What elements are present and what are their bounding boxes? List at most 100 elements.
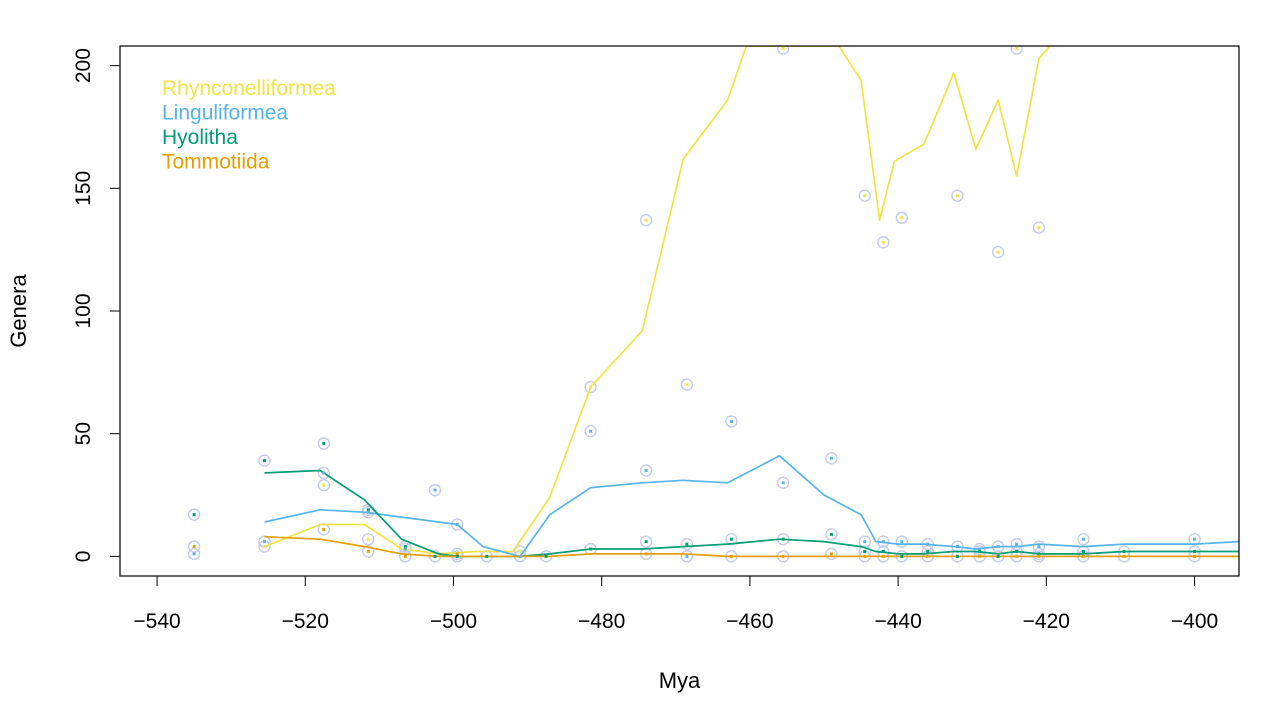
- observation-dot-hyolitha-83: [1193, 549, 1197, 553]
- x-axis: −540 −520 −500 −480 −460 −440 −420 −400: [133, 575, 1218, 633]
- observation-circle-39: [777, 46, 790, 55]
- plot-frame: [119, 45, 1240, 577]
- observation-dot-hyolitha-6: [322, 442, 326, 445]
- observation-dot-tommotiida-72: [1015, 554, 1019, 558]
- x-tick-label: −460: [726, 610, 773, 633]
- observation-dot-hyolitha-21: [455, 554, 459, 558]
- observation-dot-linguliformea-47: [863, 540, 867, 544]
- observation-circle-31: [639, 535, 653, 548]
- observation-dot-tommotiida-38: [729, 554, 733, 558]
- observation-dot-hyolitha-58: [926, 549, 930, 553]
- y-tick-label: 100: [72, 293, 95, 328]
- observation-dot-linguliformea-11: [366, 510, 370, 514]
- observation-circle-50: [877, 236, 890, 249]
- observation-dot-linguliformea-67: [996, 545, 1000, 549]
- x-axis-title: Mya: [659, 668, 701, 693]
- observation-dot-rhynconelliformea-8: [322, 483, 326, 487]
- observation-dot-hyolitha-44: [829, 532, 833, 536]
- observation-dot-linguliformea-63: [978, 547, 982, 551]
- x-tick-label: −440: [874, 610, 921, 633]
- observation-circle-27: [584, 425, 597, 438]
- observation-dot-hyolitha-75: [1037, 552, 1041, 556]
- observation-dot-rhynconelliformea-12: [366, 537, 370, 541]
- observation-dot-tommotiida-9: [322, 527, 326, 531]
- observation-dot-tommotiida-20: [455, 552, 459, 556]
- observation-dot-hyolitha-64: [978, 549, 982, 553]
- observation-dot-linguliformea-36: [729, 419, 733, 423]
- observation-dot-hyolitha-71: [1015, 549, 1019, 553]
- observation-dot-linguliformea-15: [403, 547, 407, 551]
- observation-circle-37: [725, 532, 738, 546]
- observation-dot-linguliformea-19: [455, 522, 459, 526]
- y-tick-label: 200: [72, 48, 95, 83]
- legend-label-hyolitha: Hyolitha: [162, 126, 238, 149]
- observation-circle-7: [317, 466, 330, 480]
- observation-dot-hyolitha-0: [192, 513, 196, 517]
- x-tick-label: −520: [282, 610, 329, 633]
- observation-dot-tommotiida-1: [192, 545, 196, 549]
- observation-circle-74: [1032, 540, 1046, 553]
- observation-circle-30: [639, 464, 653, 477]
- observation-circle-13: [362, 545, 375, 558]
- observation-dot-linguliformea-27: [589, 429, 593, 433]
- observation-dot-rhynconelliformea-46: [863, 194, 867, 198]
- observation-dot-tommotiida-84: [1193, 554, 1197, 558]
- observation-dot-linguliformea-77: [1081, 537, 1085, 541]
- observation-dot-tommotiida-45: [829, 552, 833, 556]
- observation-dot-rhynconelliformea-39: [781, 46, 785, 50]
- observation-circle-69: [1010, 46, 1023, 55]
- observation-dot-rhynconelliformea-5: [263, 545, 267, 549]
- observation-circle-44: [825, 528, 838, 541]
- x-tick-label: −400: [1171, 610, 1218, 633]
- observation-dot-hyolitha-14: [403, 545, 407, 549]
- observation-dot-linguliformea-7: [322, 471, 326, 475]
- observation-circle-3: [258, 454, 271, 467]
- legend-label-rhynconelliformea: Rhynconelliformea: [162, 77, 336, 100]
- observation-dot-tommotiida-81: [1122, 554, 1126, 558]
- y-tick-label: 50: [72, 422, 95, 445]
- observation-dot-tommotiida-49: [863, 554, 867, 558]
- observation-circle-17: [428, 483, 442, 497]
- observation-dot-tommotiida-16: [403, 554, 407, 558]
- observation-dot-tommotiida-13: [366, 549, 370, 553]
- observation-dot-hyolitha-3: [263, 459, 267, 463]
- observation-dot-rhynconelliformea-33: [685, 383, 689, 387]
- y-tick-label: 0: [72, 551, 95, 563]
- observation-dot-rhynconelliformea-60: [955, 194, 959, 198]
- observation-dot-linguliformea-35: [685, 554, 689, 558]
- observation-circle-35: [680, 550, 694, 563]
- observation-dot-linguliformea-51: [881, 540, 885, 544]
- observation-dot-rhynconelliformea-54: [900, 216, 904, 220]
- observation-circle-29: [639, 214, 653, 227]
- observation-circle-26: [584, 380, 597, 394]
- x-tick-label: −420: [1023, 610, 1070, 633]
- observation-circle-8: [317, 479, 330, 492]
- observation-circle-46: [858, 189, 871, 202]
- observation-dot-linguliformea-24: [518, 554, 522, 558]
- observation-dot-hyolitha-31: [644, 540, 648, 544]
- observation-circle-2: [187, 547, 201, 561]
- legend-label-tommotiida: Tommotiida: [162, 151, 270, 174]
- observation-dot-hyolitha-80: [1122, 549, 1126, 553]
- observation-circle-36: [725, 415, 738, 428]
- observation-dot-hyolitha-48: [863, 549, 867, 553]
- observation-dot-hyolitha-25: [544, 554, 548, 558]
- observation-circle-40: [777, 476, 790, 489]
- observation-dot-hyolitha-22: [485, 554, 489, 558]
- observation-dot-hyolitha-37: [729, 537, 733, 541]
- series-line-hyolitha: [264, 469, 1239, 558]
- observation-dot-tommotiida-53: [881, 554, 885, 558]
- x-tick-label: −500: [430, 610, 477, 633]
- observation-dot-rhynconelliformea-73: [1037, 226, 1041, 230]
- observation-dot-rhynconelliformea-50: [881, 240, 885, 244]
- observation-circle-12: [362, 532, 375, 546]
- observation-dot-linguliformea-40: [781, 481, 785, 485]
- observation-dot-hyolitha-52: [881, 549, 885, 553]
- observation-dot-hyolitha-62: [955, 554, 959, 558]
- observation-dot-tommotiida-32: [644, 552, 648, 556]
- observation-circle-0: [187, 508, 201, 521]
- observation-dot-linguliformea-82: [1193, 537, 1197, 541]
- observation-dots: [192, 46, 1197, 558]
- observation-circle-70: [1010, 537, 1023, 551]
- series-line-rhynconelliformea: [264, 46, 1051, 555]
